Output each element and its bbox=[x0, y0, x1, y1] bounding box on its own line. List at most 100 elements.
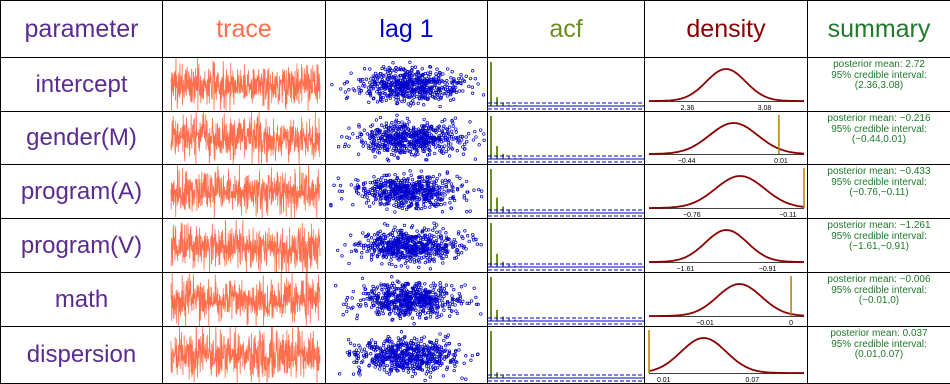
scatter-point bbox=[404, 72, 408, 76]
scatter-point bbox=[381, 311, 385, 315]
scatter-point bbox=[440, 85, 444, 89]
scatter-point bbox=[440, 296, 444, 301]
posterior-mean: posterior mean: 0.037 bbox=[830, 328, 927, 340]
scatter-point bbox=[428, 187, 432, 191]
scatter-point bbox=[378, 88, 382, 93]
ci-label: 95% credible interval: bbox=[831, 123, 927, 135]
scatter-point bbox=[367, 89, 371, 93]
scatter-point bbox=[465, 198, 469, 202]
scatter-point bbox=[386, 287, 391, 291]
scatter-point bbox=[451, 97, 456, 101]
scatter-point bbox=[399, 250, 403, 254]
scatter-point bbox=[413, 358, 418, 363]
scatter-point bbox=[387, 73, 391, 77]
scatter-point bbox=[450, 129, 454, 133]
scatter-point bbox=[400, 185, 405, 189]
scatter-point bbox=[435, 311, 439, 315]
scatter-point bbox=[370, 84, 374, 88]
scatter-point bbox=[393, 362, 397, 366]
scatter-point bbox=[420, 247, 424, 251]
scatter-point bbox=[460, 137, 464, 142]
scatter-point bbox=[397, 364, 401, 368]
scatter-point bbox=[392, 180, 397, 185]
scatter-point bbox=[345, 135, 349, 139]
scatter-point bbox=[403, 126, 408, 130]
scatter-point bbox=[408, 103, 412, 107]
scatter-point bbox=[384, 98, 388, 102]
scatter-point bbox=[394, 286, 398, 291]
scatter-point bbox=[435, 230, 439, 234]
scatter-point bbox=[422, 84, 426, 89]
scatter-point bbox=[473, 129, 477, 133]
scatter-point bbox=[429, 132, 434, 137]
scatter-point bbox=[422, 226, 427, 230]
scatter-point bbox=[446, 66, 450, 71]
density-curve bbox=[649, 228, 804, 263]
scatter-point bbox=[372, 345, 377, 349]
scatter-point bbox=[354, 248, 359, 253]
scatter-point bbox=[405, 116, 410, 120]
scatter-point bbox=[397, 256, 401, 261]
scatter-point bbox=[389, 122, 393, 127]
scatter-point bbox=[448, 314, 452, 318]
scatter-point bbox=[421, 202, 426, 206]
scatter-point bbox=[406, 70, 410, 74]
scatter-point bbox=[381, 351, 386, 356]
scatter-point bbox=[372, 241, 376, 245]
scatter-point bbox=[383, 236, 388, 240]
scatter-point bbox=[447, 350, 451, 354]
scatter-point bbox=[392, 307, 396, 312]
scatter-point bbox=[368, 66, 372, 71]
scatter-point bbox=[373, 342, 378, 346]
summary-text: posterior mean: 0.037 95% credible interv… bbox=[830, 328, 927, 361]
scatter-point bbox=[402, 66, 406, 71]
scatter-point bbox=[369, 351, 373, 355]
scatter-point bbox=[389, 254, 394, 258]
scatter-point bbox=[415, 199, 419, 204]
scatter-point bbox=[453, 115, 458, 120]
scatter-point bbox=[437, 128, 442, 132]
scatter-point bbox=[388, 311, 392, 315]
scatter-point bbox=[401, 304, 405, 308]
scatter-point bbox=[417, 259, 422, 264]
scatter-point bbox=[380, 261, 384, 266]
scatter-point bbox=[389, 75, 393, 79]
scatter-point bbox=[359, 77, 363, 82]
scatter-point bbox=[455, 174, 459, 178]
scatter-point bbox=[446, 189, 450, 193]
scatter-point bbox=[397, 299, 401, 303]
scatter-point bbox=[398, 344, 403, 348]
scatter-point bbox=[369, 344, 374, 349]
scatter-point bbox=[402, 223, 407, 227]
scatter-point bbox=[454, 255, 458, 259]
scatter-point bbox=[442, 189, 446, 193]
scatter-point bbox=[358, 304, 362, 308]
scatter-point bbox=[433, 144, 438, 149]
scatter-point bbox=[439, 246, 443, 250]
scatter-point bbox=[402, 74, 406, 79]
scatter-point bbox=[430, 91, 435, 96]
scatter-point bbox=[396, 238, 400, 242]
scatter-point bbox=[446, 143, 451, 147]
scatter-point bbox=[468, 208, 472, 213]
scatter-point bbox=[426, 241, 430, 245]
scatter-point bbox=[428, 257, 432, 262]
scatter-point bbox=[351, 305, 355, 309]
scatter-point bbox=[383, 285, 387, 289]
scatter-point bbox=[372, 95, 376, 100]
scatter-point bbox=[395, 279, 399, 283]
scatter-point bbox=[422, 123, 427, 127]
scatter-point bbox=[421, 235, 425, 239]
scatter-point bbox=[428, 349, 432, 353]
scatter-point bbox=[445, 367, 449, 371]
scatter-point bbox=[394, 264, 398, 268]
scatter-point bbox=[439, 234, 443, 239]
scatter-point bbox=[400, 310, 405, 314]
scatter-point bbox=[367, 363, 371, 367]
scatter-point bbox=[426, 299, 431, 303]
scatter-point bbox=[458, 294, 462, 298]
scatter-point bbox=[447, 236, 451, 241]
scatter-point bbox=[458, 243, 462, 247]
scatter-point bbox=[403, 360, 407, 365]
ci-value: (−0.44,0.01) bbox=[851, 134, 907, 145]
